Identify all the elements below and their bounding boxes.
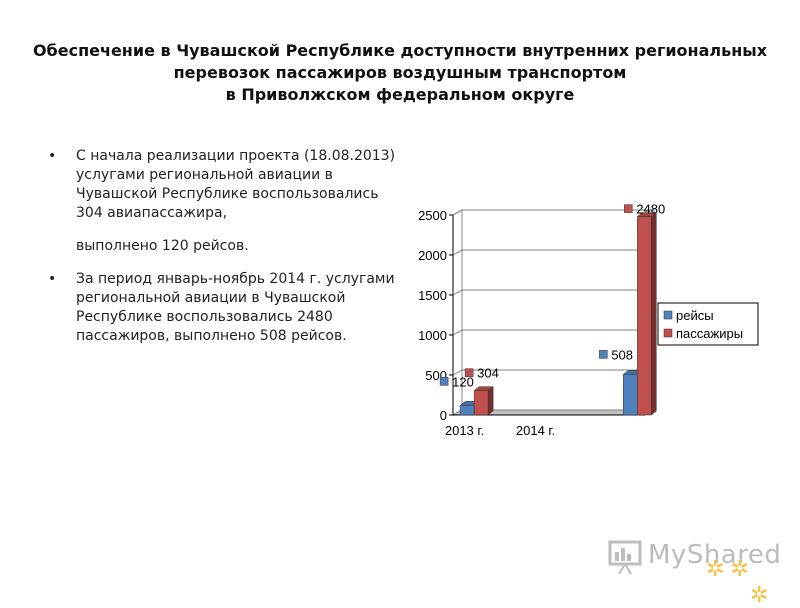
legend-swatch bbox=[663, 310, 673, 320]
data-label-key bbox=[599, 350, 608, 359]
data-label-key bbox=[624, 204, 633, 213]
bar bbox=[623, 374, 638, 416]
bullet-text: С начала реализации проекта (18.08.2013)… bbox=[76, 148, 396, 221]
y-tick-label: 1000 bbox=[418, 328, 447, 343]
bar-top bbox=[473, 386, 494, 391]
gridline-diagonal bbox=[452, 369, 463, 376]
presentation-icon bbox=[608, 540, 642, 575]
legend-label: рейсы bbox=[676, 308, 714, 323]
bullet-text: За период январь-ноябрь 2014 г. услугами… bbox=[76, 271, 395, 344]
data-label: 508 bbox=[611, 347, 633, 362]
bar-side bbox=[473, 400, 480, 416]
data-label-key bbox=[439, 377, 449, 386]
title-line-2: перевозок пассажиров воздушным транспорт… bbox=[173, 63, 627, 82]
bar-side bbox=[487, 386, 494, 416]
y-tick-label: 2500 bbox=[418, 208, 447, 223]
bullet-extra-text: выполнено 120 рейсов. bbox=[76, 238, 249, 254]
data-label: 304 bbox=[477, 366, 499, 381]
x-tick-label: 2014 г. bbox=[516, 423, 555, 438]
x-tick-label: 2013 г. bbox=[445, 423, 484, 438]
bullet-dot-icon: • bbox=[48, 271, 57, 287]
logo-text: MyShared bbox=[648, 540, 782, 570]
bullet-item: • За период январь-ноябрь 2014 г. услуга… bbox=[48, 270, 398, 346]
data-label-key bbox=[464, 368, 474, 377]
chart-back-wall bbox=[461, 209, 655, 411]
bar bbox=[473, 390, 489, 416]
gridline-diagonal bbox=[452, 209, 463, 216]
y-tick-label: 500 bbox=[425, 368, 447, 383]
bar bbox=[637, 216, 652, 416]
gridline-diagonal bbox=[452, 249, 463, 256]
y-tick-label: 1500 bbox=[418, 288, 447, 303]
bullet-dot-icon: • bbox=[48, 148, 57, 164]
bar-side bbox=[637, 369, 643, 416]
data-label: 120 bbox=[452, 374, 474, 389]
gridline-diagonal bbox=[452, 329, 463, 336]
bar-top bbox=[636, 212, 658, 217]
y-tick-label: 2000 bbox=[418, 248, 447, 263]
chart-floor bbox=[451, 409, 656, 416]
bar-top bbox=[459, 401, 480, 406]
gridline-diagonal bbox=[452, 289, 463, 296]
title-line-1: Обеспечение в Чувашской Республике досту… bbox=[32, 41, 768, 60]
data-label: 2480 bbox=[636, 202, 665, 217]
bullet-list: • С начала реализации проекта (18.08.201… bbox=[48, 147, 398, 360]
chart-side-wall bbox=[452, 209, 463, 416]
decorative-stars-icon: ✲ ✲ ✲ bbox=[706, 556, 769, 607]
bar bbox=[459, 405, 475, 416]
title-line-3: в Приволжском федеральном округе bbox=[225, 85, 575, 104]
legend-swatch bbox=[663, 328, 673, 338]
y-tick-label: 0 bbox=[440, 408, 447, 423]
legend-box bbox=[657, 302, 759, 346]
legend-label: пассажиры bbox=[676, 326, 743, 341]
bar-top bbox=[622, 370, 644, 375]
myshared-logo bbox=[606, 536, 796, 596]
bullet-item: • С начала реализации проекта (18.08.201… bbox=[48, 147, 398, 256]
page-title: Обеспечение в Чувашской Республике досту… bbox=[0, 40, 800, 106]
bar-side bbox=[651, 212, 657, 416]
